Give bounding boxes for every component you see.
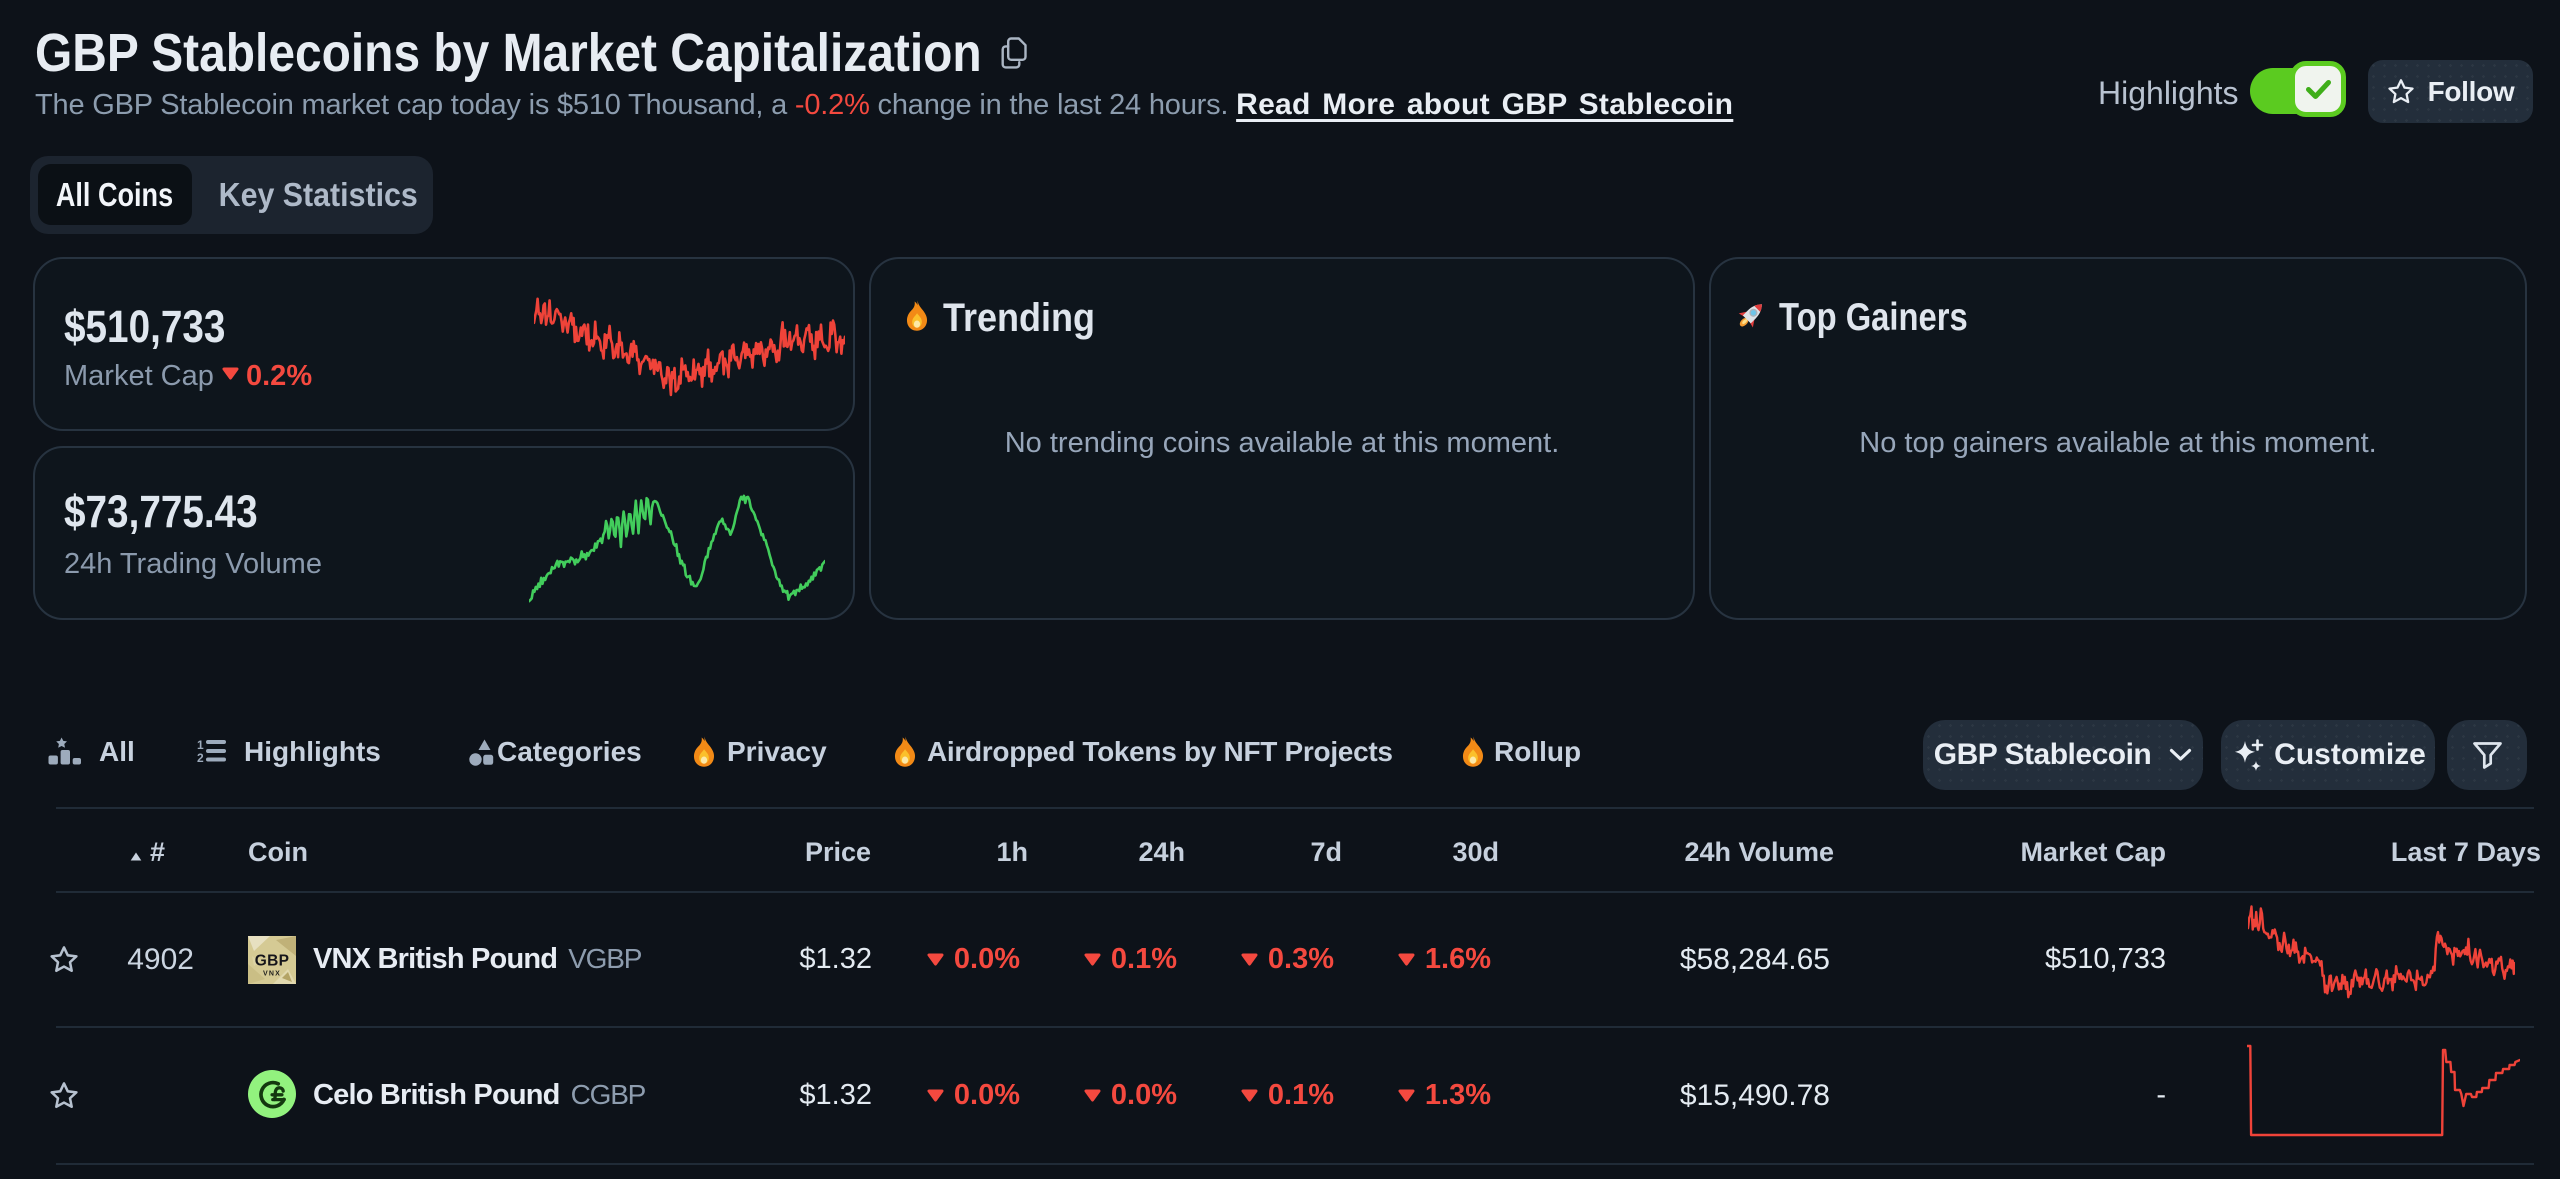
svg-text:VNX: VNX bbox=[263, 971, 281, 978]
svg-text:1: 1 bbox=[197, 739, 204, 752]
svg-text:GBP: GBP bbox=[255, 953, 290, 970]
svg-text:2: 2 bbox=[197, 751, 204, 763]
